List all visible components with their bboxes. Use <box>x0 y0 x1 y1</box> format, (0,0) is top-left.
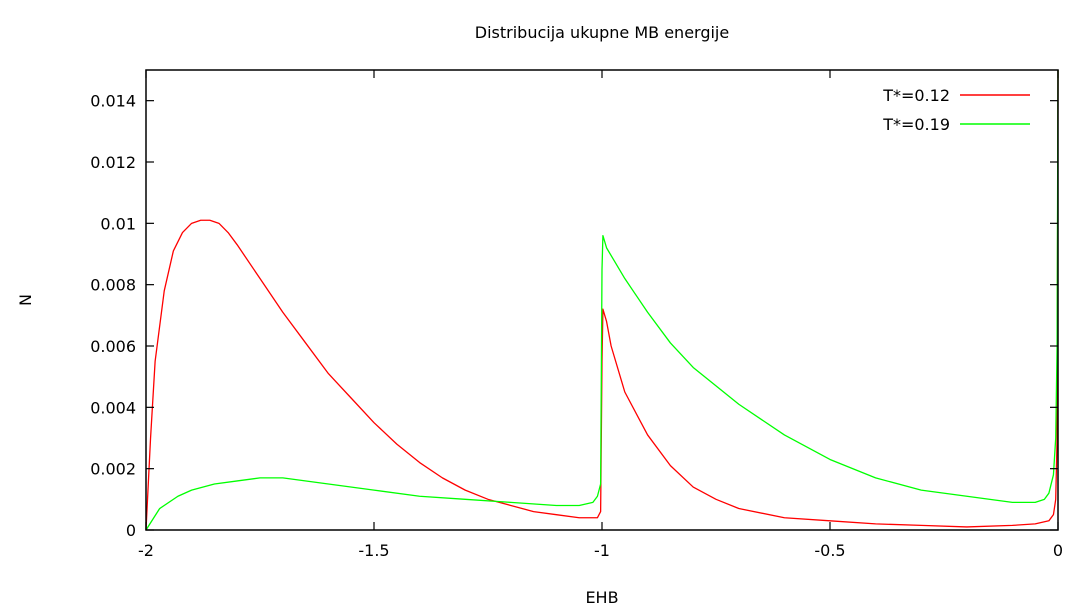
y-tick-label: 0.006 <box>90 337 136 356</box>
y-axis: 0 0.002 0.004 0.006 0.008 0.01 0.012 0.014 <box>90 92 1058 540</box>
x-axis: -2 -1.5 -1 -0.5 0 <box>138 70 1063 560</box>
x-axis-label: EHB <box>585 588 618 607</box>
chart-title: Distribucija ukupne MB energije <box>475 23 729 42</box>
y-tick-label: 0 <box>126 521 136 540</box>
y-axis-label: N <box>16 294 35 306</box>
x-tick-label: -0.5 <box>814 541 845 560</box>
series-layer <box>145 69 1059 531</box>
x-tick-label: -1 <box>594 541 610 560</box>
y-tick-label: 0.01 <box>100 214 136 233</box>
x-tick-label: 0 <box>1053 541 1063 560</box>
y-tick-label: 0.002 <box>90 460 136 479</box>
legend-label-1: T*=0.12 <box>882 86 950 105</box>
legend: T*=0.12 T*=0.19 <box>882 86 1030 134</box>
y-tick-label: 0.012 <box>90 153 136 172</box>
x-tick-label: -1.5 <box>358 541 389 560</box>
y-tick-label: 0.004 <box>90 398 136 417</box>
series-line-2 <box>145 69 1059 531</box>
y-tick-label: 0.014 <box>90 92 136 111</box>
x-tick-label: -2 <box>138 541 154 560</box>
y-tick-label: 0.008 <box>90 276 136 295</box>
legend-label-2: T*=0.19 <box>882 115 950 134</box>
series-line-1 <box>145 69 1059 531</box>
plot-area <box>145 69 1059 531</box>
